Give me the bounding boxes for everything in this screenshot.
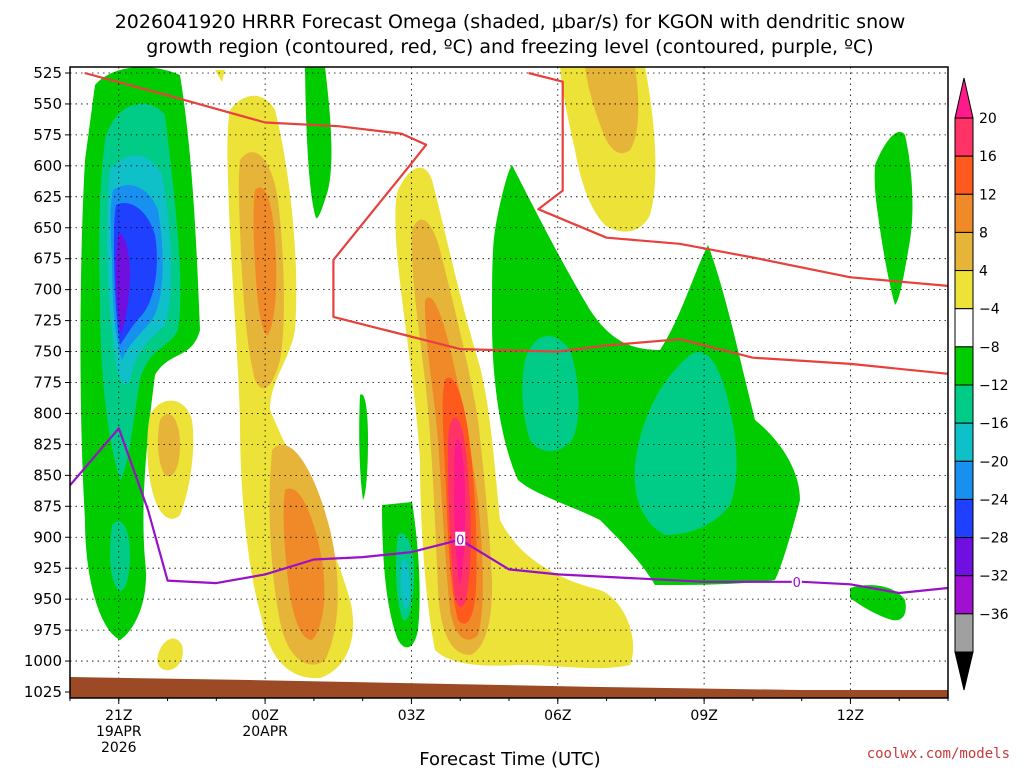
- x-tick-label: 00Z: [251, 708, 278, 724]
- colorbar-swatch: [954, 193, 974, 233]
- colorbar-bottom-arrow: [954, 651, 974, 691]
- omega-region-pos-4c: [215, 70, 225, 82]
- omega-region-pos-12a: [253, 187, 277, 335]
- omega-region-neg-8c: [359, 394, 368, 500]
- omega-shading: [80, 67, 913, 679]
- y-tick-label: 575: [33, 126, 62, 144]
- colorbar-label: −28: [979, 531, 1009, 547]
- colorbar-label: −8: [979, 340, 1000, 356]
- y-tick-label: 850: [33, 466, 62, 484]
- colorbar-swatch: [954, 270, 974, 310]
- y-tick-label: 925: [33, 559, 62, 577]
- x-tick-date: 19APR: [96, 724, 142, 740]
- omega-region-pos-12b: [283, 488, 325, 640]
- colorbar-label: 8: [979, 225, 988, 241]
- colorbar-label: −4: [979, 302, 1000, 318]
- y-tick-label: 875: [33, 497, 62, 515]
- omega-region-neg-28: [115, 234, 130, 335]
- freezing-level-label: 0: [793, 576, 801, 591]
- credit-text: coolwx.com/models: [867, 746, 1010, 762]
- y-axis: 525 550 575 600 625 650 675 700 725 750 775 800 825 8…: [24, 64, 70, 701]
- y-tick-label: 625: [33, 188, 62, 206]
- colorbar-swatch: [954, 613, 974, 653]
- y-tick-label: 1000: [24, 652, 62, 670]
- x-tick-date: 20APR: [242, 724, 288, 740]
- colorbar-swatch: [954, 231, 974, 272]
- colorbar-swatch: [954, 422, 974, 462]
- y-tick-label: 800: [33, 404, 62, 422]
- y-tick-label: 750: [33, 343, 62, 361]
- y-tick-label: 775: [33, 374, 62, 392]
- y-tick-label: 525: [33, 64, 62, 82]
- x-tick-label: 21Z: [105, 708, 132, 724]
- y-tick-label: 550: [33, 95, 62, 113]
- omega-region-neg-12b: [110, 521, 130, 591]
- y-tick-label: 1025: [24, 683, 62, 701]
- y-tick-label: 600: [33, 157, 62, 175]
- colorbar-top-arrow: [954, 77, 974, 119]
- terrain-ground: [70, 677, 948, 698]
- x-tick-label: 06Z: [544, 708, 571, 724]
- colorbar-swatch: [954, 498, 974, 539]
- y-tick-label: 725: [33, 312, 62, 330]
- omega-region-pos-8e: [585, 67, 639, 154]
- freezing-level-label: 0: [456, 534, 464, 549]
- x-tick-year: 2026: [101, 740, 137, 756]
- colorbar-label: −36: [979, 607, 1009, 623]
- x-tick-label: 03Z: [398, 708, 425, 724]
- omega-region-pos-8a: [157, 414, 180, 477]
- chart-title: 2026041920 HRRR Forecast Omega (shaded, …: [115, 11, 906, 33]
- omega-region-pos-24a: [454, 439, 466, 585]
- omega-region-neg-8b: [305, 67, 332, 219]
- x-axis-label: Forecast Time (UTC): [419, 749, 600, 768]
- dgz-contour-lower: [528, 71, 948, 287]
- colorbar-label: −24: [979, 492, 1009, 508]
- colorbar-label: −32: [979, 569, 1009, 585]
- y-tick-label: 900: [33, 528, 62, 546]
- dgz-contour-upper: [84, 71, 948, 375]
- x-tick-label: 09Z: [690, 708, 717, 724]
- x-tick-label: 12Z: [837, 708, 864, 724]
- y-tick-label: 700: [33, 281, 62, 299]
- omega-region-pos-4b: [157, 638, 183, 671]
- omega-region-neg-16b: [400, 559, 410, 609]
- colorbar-swatch: [954, 308, 974, 348]
- colorbar-label: 16: [979, 149, 997, 165]
- contour-label-bg: [455, 531, 466, 546]
- omega-region-neg-12d: [522, 336, 579, 452]
- y-tick-label: 675: [33, 250, 62, 268]
- y-tick-label: 825: [33, 435, 62, 453]
- chart-subtitle: growth region (contoured, red, ºC) and f…: [146, 36, 873, 58]
- y-tick-label: 950: [33, 590, 62, 608]
- omega-region-neg-12e: [634, 352, 737, 535]
- colorbar-swatch: [954, 384, 974, 424]
- colorbar: 20 16 12 8 4 −4 −8 −12 −16 −20 −24 −28 −32 −36: [954, 77, 1009, 691]
- y-tick-label: 650: [33, 219, 62, 237]
- contour-label-bg: [791, 573, 802, 588]
- colorbar-label: 20: [979, 111, 997, 127]
- colorbar-label: 4: [979, 264, 988, 280]
- colorbar-swatch: [954, 460, 974, 500]
- colorbar-swatch: [954, 117, 974, 157]
- y-tick-label: 975: [33, 621, 62, 639]
- colorbar-label: −16: [979, 416, 1009, 432]
- colorbar-label: −20: [979, 454, 1009, 470]
- colorbar-swatch: [954, 155, 974, 195]
- contour-overlays: 00: [70, 71, 948, 595]
- colorbar-label: 12: [979, 187, 997, 203]
- colorbar-swatch: [954, 575, 974, 615]
- colorbar-swatch: [954, 346, 974, 386]
- colorbar-swatch: [954, 537, 974, 577]
- omega-region-neg-8g: [850, 585, 906, 621]
- colorbar-label: −12: [979, 378, 1009, 394]
- omega-region-neg-8f: [874, 131, 913, 305]
